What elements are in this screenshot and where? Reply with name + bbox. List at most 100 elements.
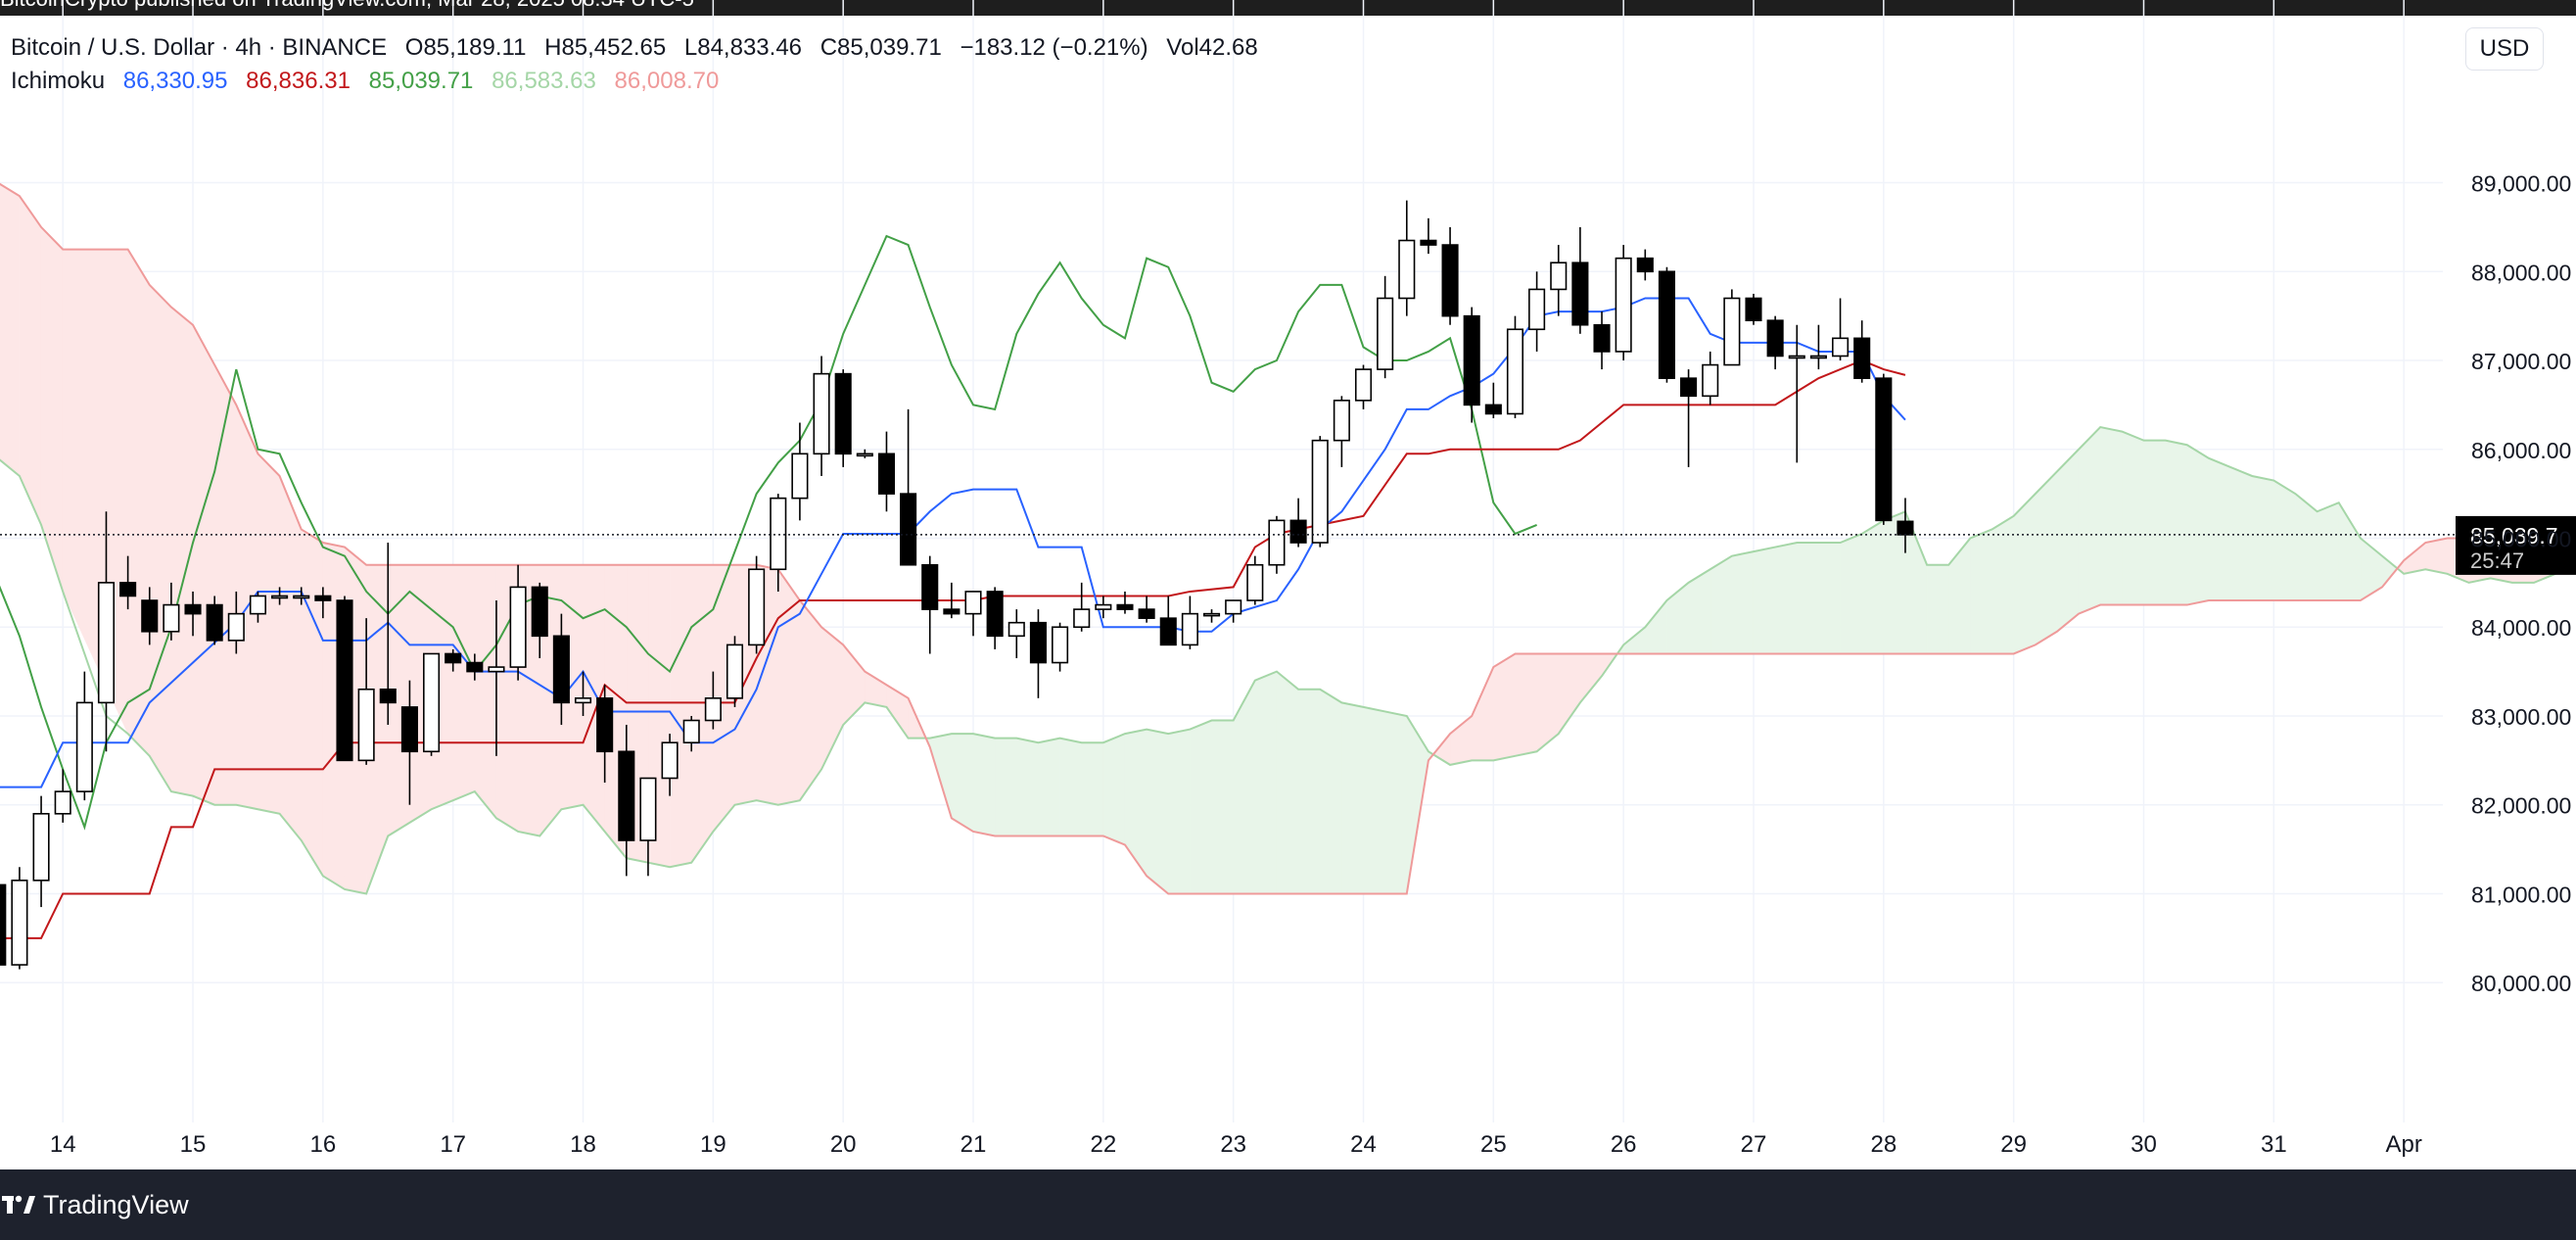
- candle-body: [704, 697, 722, 722]
- candle[interactable]: [921, 555, 939, 654]
- candle[interactable]: [1680, 369, 1698, 467]
- candle[interactable]: [379, 543, 397, 726]
- candle[interactable]: [1593, 311, 1611, 370]
- candle[interactable]: [1897, 498, 1914, 553]
- candle[interactable]: [1441, 226, 1459, 325]
- candle[interactable]: [1377, 275, 1394, 379]
- candle[interactable]: [1658, 266, 1675, 383]
- candle[interactable]: [1528, 271, 1546, 352]
- candle[interactable]: [1202, 609, 1221, 623]
- candle[interactable]: [1875, 373, 1893, 525]
- candle[interactable]: [1702, 351, 1719, 405]
- candle[interactable]: [336, 596, 353, 762]
- candle[interactable]: [54, 769, 71, 823]
- candle[interactable]: [639, 777, 657, 877]
- candles[interactable]: [0, 200, 1914, 970]
- candle[interactable]: [1571, 226, 1589, 334]
- candle[interactable]: [1723, 289, 1741, 366]
- candle[interactable]: [726, 636, 744, 707]
- candle[interactable]: [314, 587, 332, 619]
- candle[interactable]: [1311, 436, 1329, 548]
- candle[interactable]: [184, 591, 202, 637]
- candle[interactable]: [1550, 245, 1568, 316]
- candle[interactable]: [1398, 200, 1416, 316]
- candle[interactable]: [813, 356, 830, 476]
- candle[interactable]: [1007, 609, 1025, 658]
- candle[interactable]: [1832, 298, 1850, 361]
- candle[interactable]: [400, 680, 418, 805]
- candle[interactable]: [704, 671, 722, 730]
- candle-body: [964, 591, 982, 615]
- candle[interactable]: [119, 555, 137, 610]
- candle[interactable]: [618, 725, 635, 877]
- candle[interactable]: [32, 795, 50, 908]
- price-chart[interactable]: 85,039.725:47 80,000.00 81,000.00 82,000.0…: [0, 0, 2576, 1169]
- candle[interactable]: [357, 618, 375, 765]
- candle[interactable]: [531, 582, 548, 658]
- candle[interactable]: [423, 652, 441, 756]
- candle[interactable]: [877, 431, 896, 512]
- candle[interactable]: [1181, 596, 1198, 649]
- candle[interactable]: [1484, 382, 1502, 418]
- candle[interactable]: [1159, 596, 1177, 646]
- indicator-name[interactable]: Ichimoku: [11, 68, 106, 94]
- candle[interactable]: [1853, 320, 1871, 383]
- candle[interactable]: [943, 582, 960, 619]
- candle[interactable]: [1052, 622, 1069, 672]
- candle[interactable]: [206, 596, 223, 645]
- candle[interactable]: [293, 587, 310, 605]
- candle[interactable]: [1420, 217, 1437, 255]
- candle[interactable]: [682, 715, 700, 752]
- candle[interactable]: [249, 591, 266, 623]
- price-axis[interactable]: 80,000.00 81,000.00 82,000.00 83,000.00 84,0…: [2471, 171, 2571, 997]
- candle[interactable]: [163, 582, 180, 641]
- candle[interactable]: [986, 587, 1004, 649]
- candle[interactable]: [1225, 599, 1242, 623]
- tradingview-logo[interactable]: TradingView: [2, 1190, 189, 1219]
- candle[interactable]: [661, 734, 679, 796]
- candle[interactable]: [900, 408, 917, 566]
- candle[interactable]: [552, 613, 570, 726]
- candle[interactable]: [1615, 245, 1632, 361]
- candle[interactable]: [964, 591, 982, 637]
- candle[interactable]: [0, 876, 7, 969]
- time-axis[interactable]: 14 15 16 17 18 19 20 21 22 23 24 25 26 27 28 29 30 31 Apr: [50, 1131, 2422, 1158]
- candle[interactable]: [75, 671, 93, 801]
- candle[interactable]: [227, 591, 245, 654]
- candle[interactable]: [1116, 591, 1134, 614]
- candle[interactable]: [1636, 249, 1654, 281]
- candle[interactable]: [834, 369, 852, 467]
- candle[interactable]: [856, 449, 873, 458]
- candle[interactable]: [748, 555, 766, 654]
- candle[interactable]: [1766, 315, 1784, 370]
- candle[interactable]: [488, 600, 505, 756]
- candle[interactable]: [445, 648, 462, 672]
- candle[interactable]: [1354, 364, 1373, 409]
- candle[interactable]: [1788, 324, 1805, 463]
- candle[interactable]: [509, 564, 527, 681]
- candle[interactable]: [97, 511, 116, 752]
- candle[interactable]: [466, 653, 484, 681]
- candle[interactable]: [1246, 555, 1264, 605]
- candle[interactable]: [1333, 396, 1350, 467]
- candle[interactable]: [1073, 582, 1091, 632]
- candle[interactable]: [1809, 324, 1827, 370]
- candle[interactable]: [1138, 596, 1155, 623]
- candle[interactable]: [1268, 515, 1286, 574]
- candle[interactable]: [141, 587, 159, 645]
- candle[interactable]: [791, 422, 809, 521]
- currency-button[interactable]: USD: [2465, 27, 2544, 71]
- candle[interactable]: [1029, 609, 1047, 698]
- candle[interactable]: [1506, 315, 1524, 418]
- candle[interactable]: [1289, 498, 1307, 548]
- candle[interactable]: [596, 685, 614, 784]
- candle[interactable]: [770, 494, 787, 592]
- candle[interactable]: [1095, 596, 1112, 619]
- candle[interactable]: [1463, 307, 1480, 423]
- candle[interactable]: [11, 867, 28, 970]
- candle[interactable]: [1745, 293, 1762, 325]
- candle-body: [770, 497, 787, 571]
- candle[interactable]: [271, 587, 289, 605]
- candle[interactable]: [574, 671, 592, 716]
- symbol-title[interactable]: Bitcoin / U.S. Dollar · 4h · BINANCE: [11, 34, 388, 61]
